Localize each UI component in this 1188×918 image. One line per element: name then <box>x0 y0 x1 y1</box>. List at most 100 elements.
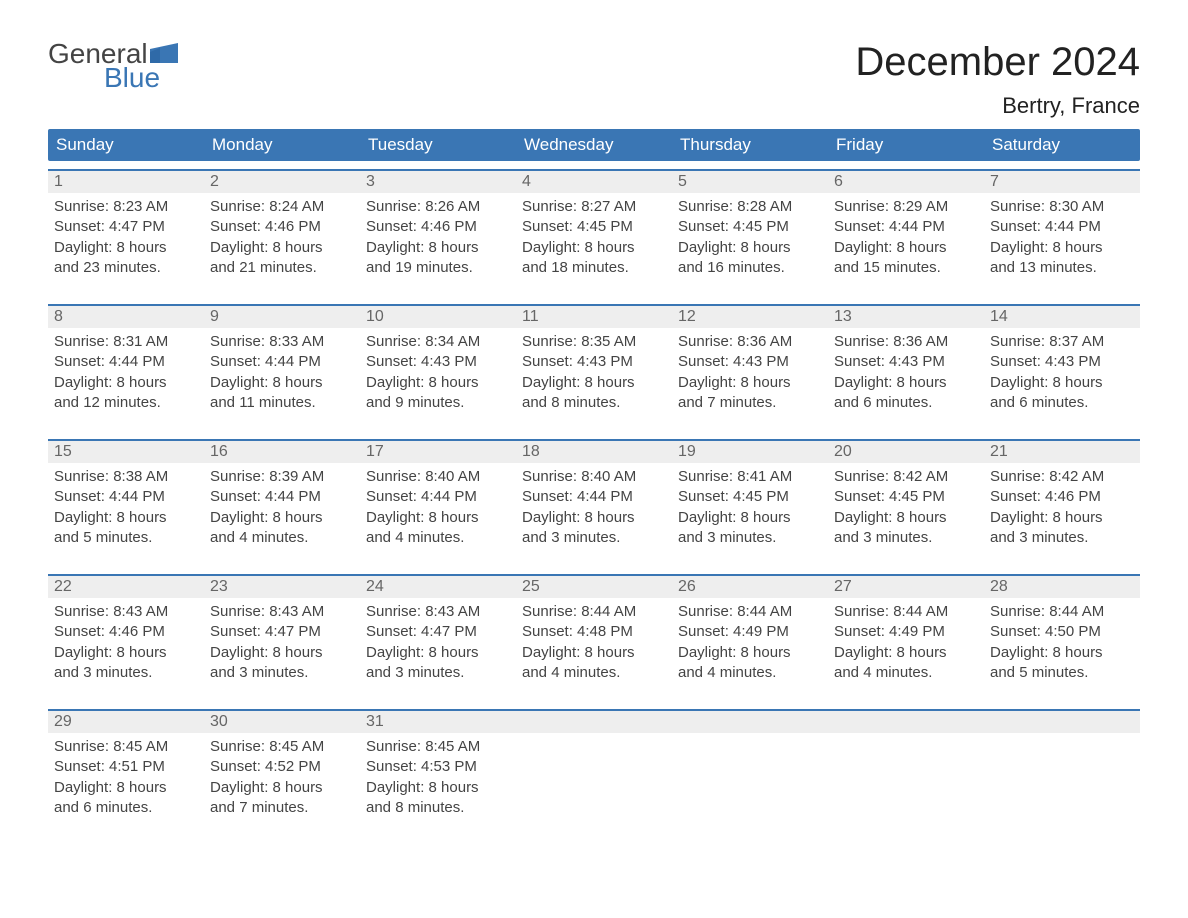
day-number: 26 <box>672 576 828 598</box>
sunset-text: Sunset: 4:45 PM <box>678 487 822 507</box>
day-content: Sunrise: 8:45 AMSunset: 4:52 PMDaylight:… <box>204 733 360 836</box>
day-content: Sunrise: 8:42 AMSunset: 4:45 PMDaylight:… <box>828 463 984 566</box>
calendar-day: 26Sunrise: 8:44 AMSunset: 4:49 PMDayligh… <box>672 576 828 701</box>
daylight-line2: and 5 minutes. <box>54 528 198 548</box>
calendar-day: 17Sunrise: 8:40 AMSunset: 4:44 PMDayligh… <box>360 441 516 566</box>
day-number: 10 <box>360 306 516 328</box>
day-content: Sunrise: 8:28 AMSunset: 4:45 PMDaylight:… <box>672 193 828 296</box>
daylight-line2: and 11 minutes. <box>210 393 354 413</box>
daylight-line1: Daylight: 8 hours <box>522 238 666 258</box>
day-content: Sunrise: 8:40 AMSunset: 4:44 PMDaylight:… <box>516 463 672 566</box>
day-number: 6 <box>828 171 984 193</box>
week-row: 29Sunrise: 8:45 AMSunset: 4:51 PMDayligh… <box>48 709 1140 836</box>
daylight-line1: Daylight: 8 hours <box>522 373 666 393</box>
sunset-text: Sunset: 4:49 PM <box>834 622 978 642</box>
sunset-text: Sunset: 4:43 PM <box>834 352 978 372</box>
sunrise-text: Sunrise: 8:36 AM <box>678 332 822 352</box>
daylight-line1: Daylight: 8 hours <box>54 238 198 258</box>
calendar: SundayMondayTuesdayWednesdayThursdayFrid… <box>48 129 1140 836</box>
sunrise-text: Sunrise: 8:31 AM <box>54 332 198 352</box>
day-number: . <box>672 711 828 733</box>
day-header: Sunday <box>48 129 204 161</box>
logo-text-blue: Blue <box>48 64 178 92</box>
calendar-day: 14Sunrise: 8:37 AMSunset: 4:43 PMDayligh… <box>984 306 1140 431</box>
daylight-line2: and 3 minutes. <box>834 528 978 548</box>
calendar-day: 2Sunrise: 8:24 AMSunset: 4:46 PMDaylight… <box>204 171 360 296</box>
sunset-text: Sunset: 4:43 PM <box>366 352 510 372</box>
week-row: 22Sunrise: 8:43 AMSunset: 4:46 PMDayligh… <box>48 574 1140 701</box>
day-number: 30 <box>204 711 360 733</box>
daylight-line1: Daylight: 8 hours <box>990 373 1134 393</box>
daylight-line2: and 6 minutes. <box>834 393 978 413</box>
sunset-text: Sunset: 4:50 PM <box>990 622 1134 642</box>
day-header: Wednesday <box>516 129 672 161</box>
daylight-line2: and 16 minutes. <box>678 258 822 278</box>
day-number: 12 <box>672 306 828 328</box>
daylight-line2: and 21 minutes. <box>210 258 354 278</box>
day-content: Sunrise: 8:33 AMSunset: 4:44 PMDaylight:… <box>204 328 360 431</box>
day-content: Sunrise: 8:43 AMSunset: 4:46 PMDaylight:… <box>48 598 204 701</box>
daylight-line2: and 3 minutes. <box>990 528 1134 548</box>
day-number: 28 <box>984 576 1140 598</box>
sunrise-text: Sunrise: 8:42 AM <box>834 467 978 487</box>
daylight-line1: Daylight: 8 hours <box>990 238 1134 258</box>
day-content: Sunrise: 8:42 AMSunset: 4:46 PMDaylight:… <box>984 463 1140 566</box>
daylight-line2: and 6 minutes. <box>990 393 1134 413</box>
day-number: 4 <box>516 171 672 193</box>
daylight-line2: and 8 minutes. <box>366 798 510 818</box>
sunrise-text: Sunrise: 8:45 AM <box>210 737 354 757</box>
day-number: 24 <box>360 576 516 598</box>
calendar-day: 21Sunrise: 8:42 AMSunset: 4:46 PMDayligh… <box>984 441 1140 566</box>
daylight-line2: and 4 minutes. <box>678 663 822 683</box>
sunset-text: Sunset: 4:44 PM <box>522 487 666 507</box>
daylight-line2: and 3 minutes. <box>678 528 822 548</box>
calendar-day: 10Sunrise: 8:34 AMSunset: 4:43 PMDayligh… <box>360 306 516 431</box>
day-content: Sunrise: 8:31 AMSunset: 4:44 PMDaylight:… <box>48 328 204 431</box>
sunrise-text: Sunrise: 8:39 AM <box>210 467 354 487</box>
calendar-day: 11Sunrise: 8:35 AMSunset: 4:43 PMDayligh… <box>516 306 672 431</box>
calendar-day: 19Sunrise: 8:41 AMSunset: 4:45 PMDayligh… <box>672 441 828 566</box>
daylight-line2: and 3 minutes. <box>54 663 198 683</box>
sunrise-text: Sunrise: 8:37 AM <box>990 332 1134 352</box>
daylight-line1: Daylight: 8 hours <box>366 778 510 798</box>
day-content: Sunrise: 8:44 AMSunset: 4:49 PMDaylight:… <box>672 598 828 701</box>
sunset-text: Sunset: 4:47 PM <box>210 622 354 642</box>
day-number: 2 <box>204 171 360 193</box>
daylight-line1: Daylight: 8 hours <box>210 373 354 393</box>
sunset-text: Sunset: 4:45 PM <box>834 487 978 507</box>
daylight-line2: and 9 minutes. <box>366 393 510 413</box>
sunset-text: Sunset: 4:46 PM <box>990 487 1134 507</box>
daylight-line1: Daylight: 8 hours <box>54 373 198 393</box>
calendar-day: 3Sunrise: 8:26 AMSunset: 4:46 PMDaylight… <box>360 171 516 296</box>
sunset-text: Sunset: 4:44 PM <box>834 217 978 237</box>
sunrise-text: Sunrise: 8:43 AM <box>54 602 198 622</box>
day-content: Sunrise: 8:34 AMSunset: 4:43 PMDaylight:… <box>360 328 516 431</box>
daylight-line1: Daylight: 8 hours <box>54 778 198 798</box>
day-number: 19 <box>672 441 828 463</box>
sunset-text: Sunset: 4:46 PM <box>210 217 354 237</box>
calendar-day: 22Sunrise: 8:43 AMSunset: 4:46 PMDayligh… <box>48 576 204 701</box>
calendar-day: 5Sunrise: 8:28 AMSunset: 4:45 PMDaylight… <box>672 171 828 296</box>
calendar-day: 28 Sunrise: 8:44 AMSunset: 4:50 PMDayligh… <box>984 576 1140 701</box>
daylight-line2: and 4 minutes. <box>522 663 666 683</box>
day-header-row: SundayMondayTuesdayWednesdayThursdayFrid… <box>48 129 1140 161</box>
day-number: 3 <box>360 171 516 193</box>
daylight-line2: and 7 minutes. <box>678 393 822 413</box>
daylight-line1: Daylight: 8 hours <box>210 778 354 798</box>
day-content: Sunrise: 8:45 AMSunset: 4:51 PMDaylight:… <box>48 733 204 836</box>
day-content: Sunrise: 8:44 AMSunset: 4:48 PMDaylight:… <box>516 598 672 701</box>
day-header: Monday <box>204 129 360 161</box>
day-content: Sunrise: 8:36 AMSunset: 4:43 PMDaylight:… <box>672 328 828 431</box>
daylight-line1: Daylight: 8 hours <box>990 643 1134 663</box>
day-header: Tuesday <box>360 129 516 161</box>
sunset-text: Sunset: 4:44 PM <box>210 487 354 507</box>
daylight-line2: and 18 minutes. <box>522 258 666 278</box>
calendar-day: 24Sunrise: 8:43 AMSunset: 4:47 PMDayligh… <box>360 576 516 701</box>
sunrise-text: Sunrise: 8:27 AM <box>522 197 666 217</box>
daylight-line2: and 15 minutes. <box>834 258 978 278</box>
sunrise-text: Sunrise: 8:44 AM <box>990 602 1134 622</box>
day-content: Sunrise: 8:29 AMSunset: 4:44 PMDaylight:… <box>828 193 984 296</box>
sunrise-text: Sunrise: 8:44 AM <box>678 602 822 622</box>
daylight-line2: and 3 minutes. <box>522 528 666 548</box>
sunset-text: Sunset: 4:47 PM <box>54 217 198 237</box>
